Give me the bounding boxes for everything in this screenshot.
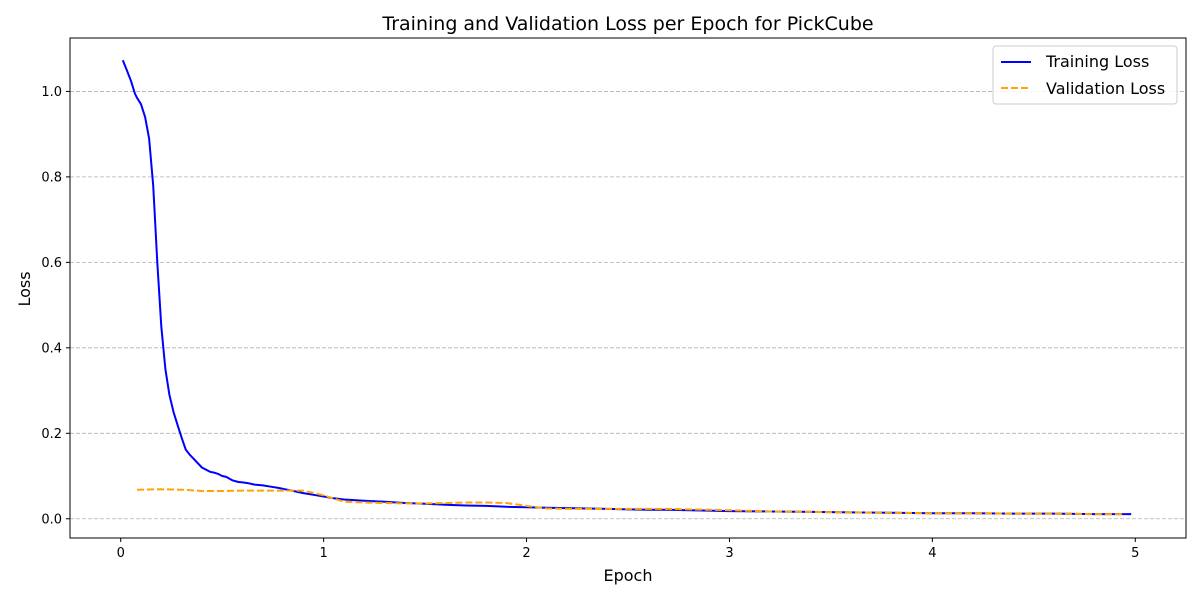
- chart-title: Training and Validation Loss per Epoch f…: [381, 13, 873, 35]
- legend: Training Loss Validation Loss: [992, 45, 1178, 105]
- legend-box: [992, 45, 1178, 105]
- y-axis-title: Loss: [15, 271, 34, 306]
- validation-loss-line: [136, 488, 1126, 516]
- y-tick-label: 0.8: [41, 170, 62, 185]
- x-axis-ticks: 0 1 2 3 4 5: [117, 538, 1139, 561]
- x-axis-title: Epoch: [604, 566, 653, 585]
- y-tick-label: 0.2: [41, 427, 62, 442]
- y-tick-label: 0.4: [41, 341, 62, 356]
- legend-training-label: Training Loss: [1045, 52, 1149, 71]
- y-axis-ticks: 0.0 0.2 0.4 0.6 0.8 1.0: [41, 85, 70, 527]
- x-tick-label: 4: [928, 546, 936, 561]
- y-tick-label: 0.0: [41, 512, 62, 527]
- x-tick-label: 3: [725, 546, 733, 561]
- x-tick-label: 2: [522, 546, 530, 561]
- y-tick-label: 0.6: [41, 256, 62, 271]
- plot-frame: [69, 37, 1187, 539]
- x-tick-label: 5: [1131, 546, 1139, 561]
- y-tick-label: 1.0: [41, 85, 62, 100]
- legend-validation-label: Validation Loss: [1046, 79, 1165, 98]
- x-tick-label: 1: [319, 546, 327, 561]
- series-layer: [121, 59, 1132, 516]
- x-tick-label: 0: [117, 546, 125, 561]
